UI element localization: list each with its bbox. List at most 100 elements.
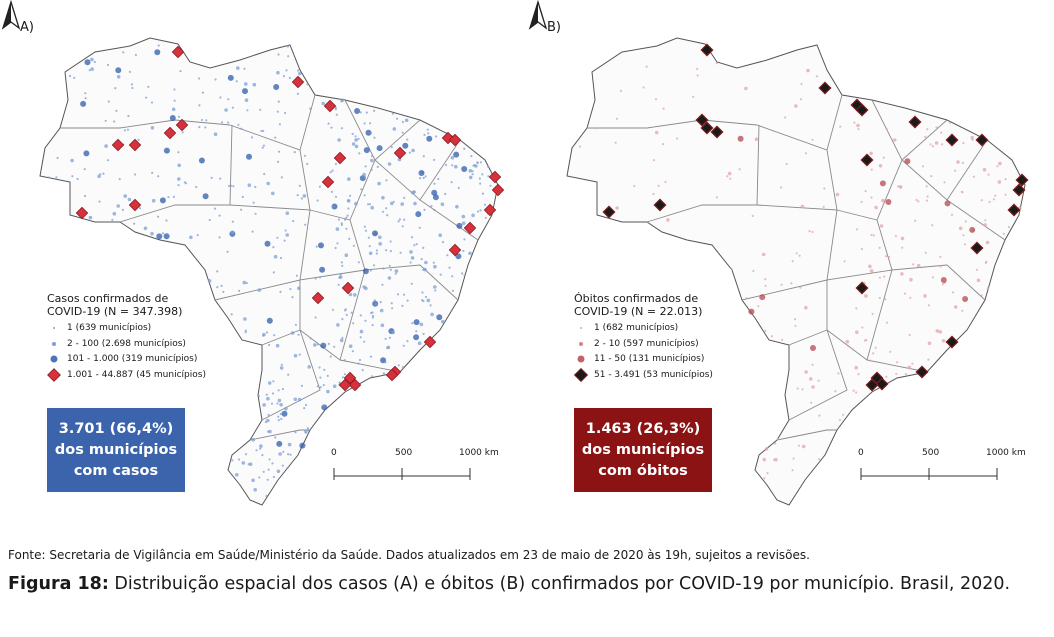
municipality-dot (235, 80, 238, 83)
municipality-dot (853, 121, 856, 124)
municipality-dot (901, 246, 904, 249)
legend-deaths: Óbitos confirmados de COVID-19 (N = 22.0… (574, 292, 713, 383)
top-municipality-marker (343, 371, 357, 385)
municipality-dot (231, 106, 234, 109)
municipality-dot (441, 319, 445, 324)
top-municipality-marker (488, 170, 502, 184)
state-border (946, 199, 1006, 241)
municipality-dot (373, 299, 376, 302)
municipality-dot (230, 313, 233, 316)
municipality-dot (379, 308, 384, 313)
municipality-dot (198, 77, 201, 80)
municipality-dot (339, 273, 342, 276)
municipality-dot (944, 200, 951, 207)
municipality-dot (84, 59, 91, 66)
municipality-dot (874, 205, 878, 210)
municipality-dot (962, 296, 969, 302)
municipality-dot (401, 120, 405, 124)
municipality-dot (157, 175, 160, 178)
municipality-dot (392, 127, 397, 131)
municipality-dot (259, 447, 262, 450)
municipality-dot (260, 129, 263, 133)
municipality-dot (268, 429, 272, 434)
top-municipality-marker (393, 146, 407, 160)
legend-item: 1 (639 municípios) (47, 321, 206, 337)
municipality-dot (205, 119, 208, 122)
municipality-dot (377, 181, 381, 186)
brazil-map-cases (39, 37, 505, 506)
municipality-dot (406, 340, 409, 343)
scale-label: 0 (858, 448, 864, 458)
municipality-dot (99, 173, 102, 176)
municipality-dot (826, 428, 829, 432)
municipality-dot (878, 296, 881, 300)
municipality-dot (657, 184, 660, 187)
municipality-dot (431, 189, 438, 196)
municipality-dot (341, 264, 344, 267)
municipality-dot (266, 418, 270, 423)
municipality-dot (792, 457, 795, 460)
municipality-dot (737, 135, 744, 142)
municipality-dot (297, 397, 302, 402)
municipality-dot (137, 138, 140, 141)
municipality-dot (896, 361, 899, 364)
municipality-dot (764, 284, 767, 287)
municipality-dot (298, 71, 302, 76)
municipality-dot (276, 110, 279, 113)
municipality-dot (163, 233, 170, 240)
municipality-dot (134, 173, 137, 176)
municipality-dot (151, 198, 156, 203)
municipality-dot (177, 163, 181, 168)
municipality-dot (764, 447, 769, 451)
municipality-dot (48, 176, 51, 179)
legend-item-label: 1 (682 municípios) (594, 323, 679, 333)
municipality-dot (235, 473, 239, 477)
municipality-dot (422, 176, 425, 180)
municipality-dot (633, 185, 636, 188)
municipality-dot (131, 86, 134, 90)
legend-title-line2: COVID-19 (N = 347.398) (47, 305, 183, 318)
municipality-dot (246, 109, 249, 112)
municipality-dot (857, 128, 860, 131)
municipality-dot (273, 254, 278, 259)
municipality-dot (267, 381, 272, 385)
municipality-dot (479, 182, 482, 185)
municipality-dot (839, 125, 842, 128)
municipality-dot (357, 137, 360, 140)
municipality-dot (935, 126, 938, 129)
municipality-dot (332, 384, 337, 389)
municipality-dot (173, 88, 176, 91)
municipality-dot (860, 200, 863, 203)
top-municipality-marker (341, 281, 355, 295)
municipality-dot (157, 215, 160, 218)
municipality-dot (776, 438, 779, 441)
municipality-dot (378, 242, 383, 246)
municipality-dot (780, 283, 783, 286)
municipality-dot (730, 267, 733, 270)
municipality-dot (362, 268, 369, 275)
municipality-dot (273, 334, 276, 337)
municipality-dot (432, 194, 439, 201)
municipality-dot (384, 361, 387, 364)
municipality-dot (107, 159, 110, 162)
top-municipality-marker (945, 335, 959, 349)
municipality-dot (481, 173, 484, 176)
municipality-dot (432, 261, 435, 264)
municipality-dot (97, 174, 101, 179)
municipality-dot (169, 115, 176, 121)
municipality-dot (799, 98, 803, 101)
municipality-dot (309, 107, 312, 110)
municipality-dot (198, 126, 201, 129)
municipality-dot (276, 160, 280, 163)
municipality-dot (885, 321, 889, 324)
municipality-dot (71, 175, 74, 178)
municipality-dot (357, 362, 360, 365)
municipality-dot (279, 256, 283, 260)
municipality-dot (470, 155, 473, 158)
municipality-dot (387, 162, 392, 166)
municipality-dot (619, 89, 622, 92)
municipality-dot (293, 151, 296, 154)
municipality-dot (661, 143, 665, 146)
municipality-dot (389, 268, 392, 271)
municipality-dot (261, 454, 264, 457)
